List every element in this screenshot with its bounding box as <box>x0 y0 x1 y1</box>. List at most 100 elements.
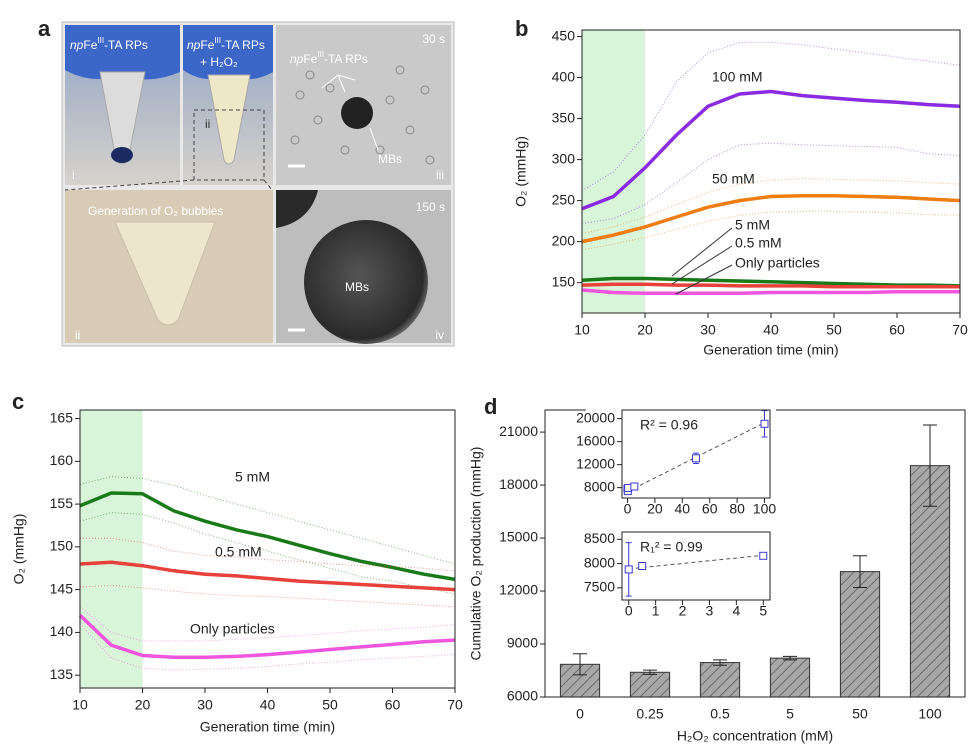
y-tick-label: 140 <box>50 623 74 639</box>
photo-numeral: ii <box>205 117 210 131</box>
x-tick-label: 3 <box>706 603 714 619</box>
x-tick-label: 100 <box>918 706 942 722</box>
photo-time: 150 s <box>416 200 445 214</box>
error-bar <box>573 653 587 676</box>
point <box>638 562 647 570</box>
microbubble <box>276 190 318 228</box>
fit-line <box>628 554 764 570</box>
series-line <box>79 560 456 592</box>
pointer <box>369 127 379 151</box>
caption-part: np <box>290 52 304 66</box>
y-tick-label: 15000 <box>499 529 538 545</box>
x-tick-label: 100 <box>753 501 777 517</box>
error-bar <box>783 655 797 661</box>
bar <box>629 671 671 698</box>
zoom-line <box>64 179 195 191</box>
y-tick-label: 145 <box>50 580 74 596</box>
caption-part: Fe <box>200 38 214 52</box>
caption-part: -TA RPs <box>104 38 148 52</box>
photo-caption: npFeIII-TA RPs <box>70 36 148 52</box>
x-tick-label: 50 <box>826 322 842 338</box>
y-axis-title: O₂ (mmHg) <box>513 136 529 207</box>
plot-frame <box>621 409 771 499</box>
photo-caption: + H₂O₂ <box>200 55 238 69</box>
error-band <box>581 142 961 225</box>
series-label: 5 mM <box>235 469 270 485</box>
caption-sup: III <box>317 50 324 59</box>
error-band <box>79 512 456 595</box>
x-axis-title: H₂O₂ concentration (mM) <box>677 728 833 744</box>
photo-caption: Generation of O₂ bubbles <box>88 204 223 218</box>
x-tick-label: 0 <box>624 501 632 517</box>
series-label: Only particles <box>735 255 820 271</box>
photo-time: 30 s <box>422 32 445 46</box>
y-tick-label: 9000 <box>507 635 538 651</box>
photo-caption: npFeIII-TA RPs <box>187 36 265 52</box>
series-line <box>78 614 456 659</box>
error-band <box>79 623 456 671</box>
photo-numeral: i <box>72 168 75 182</box>
y-tick-label: 18000 <box>499 476 538 492</box>
caption-part: Fe <box>83 38 97 52</box>
y-tick-label: 250 <box>552 191 576 207</box>
bar <box>699 662 741 698</box>
panel-a: a npFeIII-TA RPs i npFeIII-TA RPs + H₂O₂… <box>38 16 455 347</box>
y-tick-label: 8500 <box>584 530 615 546</box>
y-tick-label: 7500 <box>584 579 615 595</box>
caption-part: np <box>187 38 201 52</box>
fit-line <box>627 422 765 493</box>
y-tick-label: 21000 <box>499 423 538 439</box>
x-tick-label: 20 <box>135 697 151 713</box>
x-tick-label: 40 <box>763 322 779 338</box>
y-tick-label: 20000 <box>576 409 615 425</box>
plot-frame <box>621 531 771 601</box>
series-line <box>79 491 456 582</box>
point <box>760 419 769 428</box>
error-band <box>581 41 961 192</box>
x-tick-label: 80 <box>729 501 745 517</box>
x-tick-label: 0 <box>625 603 633 619</box>
caption-part: -TA RPs <box>324 52 368 66</box>
zoom-line <box>263 179 273 191</box>
y-tick-label: 450 <box>552 27 576 43</box>
tube <box>114 221 216 326</box>
y-tick-label: 150 <box>50 538 74 554</box>
photo-numeral: ii <box>75 328 80 342</box>
x-tick-label: 20 <box>647 501 663 517</box>
x-tick-label: 5 <box>786 706 794 722</box>
glove <box>183 25 273 80</box>
point <box>624 565 633 574</box>
error-band <box>80 537 456 572</box>
x-tick-label: 60 <box>889 322 905 338</box>
y-tick-label: 155 <box>50 495 74 511</box>
series-label: 5 mM <box>735 217 770 233</box>
y-tick-label: 8000 <box>584 554 615 570</box>
error-bar <box>923 424 937 507</box>
caption-part: np <box>70 38 84 52</box>
inset-background <box>586 526 776 620</box>
x-tick-label: 50 <box>852 706 868 722</box>
y-tick-label: 150 <box>552 273 576 289</box>
x-tick-label: 1 <box>652 603 660 619</box>
series-label: 100 mM <box>712 69 763 85</box>
y-tick-label: 160 <box>50 452 74 468</box>
y-tick-label: 165 <box>50 409 74 425</box>
x-tick-label: 10 <box>72 697 88 713</box>
x-axis-title: Generation time (min) <box>703 342 838 358</box>
x-tick-label: 40 <box>260 697 276 713</box>
series-label: Only particles <box>190 621 275 637</box>
particles <box>290 65 435 165</box>
pointer <box>321 74 356 93</box>
x-tick-label: 70 <box>952 322 968 338</box>
y-tick-label: 135 <box>50 666 74 682</box>
x-tick-label: 10 <box>574 322 590 338</box>
y-tick-label: 200 <box>552 232 576 248</box>
x-tick-label: 30 <box>197 697 213 713</box>
caption-part: Fe <box>303 52 317 66</box>
leader-line <box>671 245 733 285</box>
y-axis-title: O₂ (mmHg) <box>11 514 27 585</box>
photo-marker: MBs <box>378 152 402 166</box>
y-tick-label: 350 <box>552 109 576 125</box>
x-tick-label: 20 <box>637 322 653 338</box>
